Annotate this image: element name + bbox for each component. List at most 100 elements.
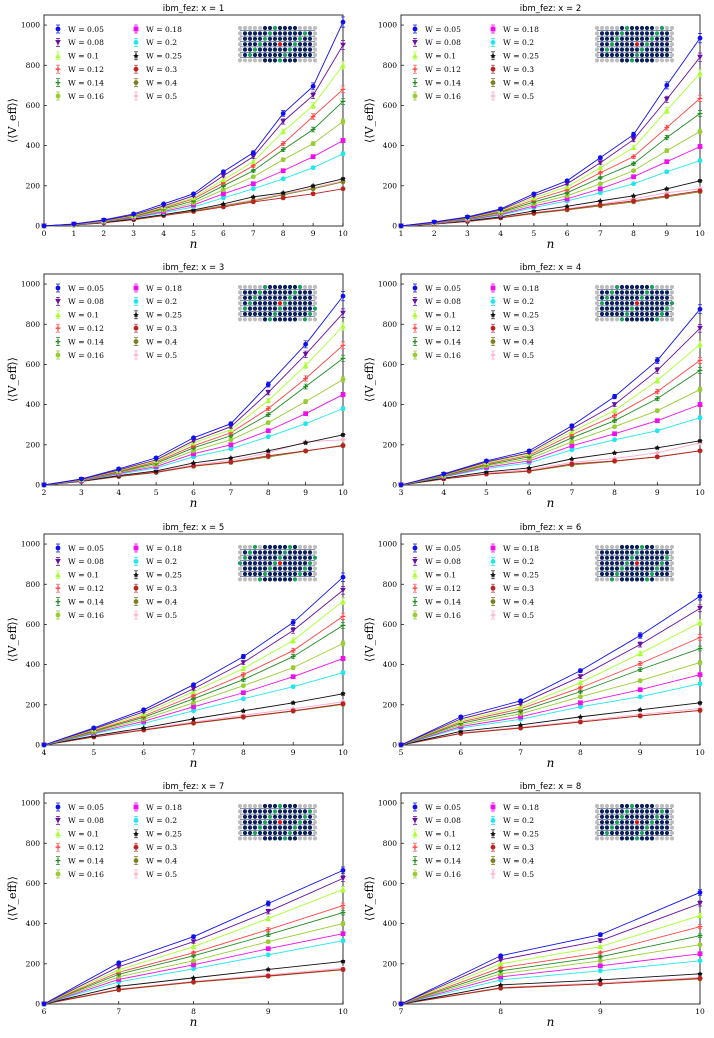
lattice-node: [604, 290, 610, 295]
legend-label: W = 0.1: [425, 830, 456, 839]
lattice-node: [292, 820, 298, 825]
lattice-node: [292, 814, 298, 819]
lattice-node: [659, 31, 665, 36]
lattice-node: [292, 803, 298, 809]
data-point: [302, 362, 309, 368]
x-axis-label: n: [190, 496, 198, 510]
data-point: [578, 694, 583, 700]
lattice-node: [242, 301, 248, 306]
lattice-node: [287, 803, 293, 809]
lattice-node: [634, 295, 640, 300]
lattice-node: [292, 25, 298, 31]
lattice-node: [629, 561, 635, 566]
data-point: [630, 144, 637, 151]
legend-label: W = 0.4: [146, 78, 177, 87]
y-axis-label: ⟨⟨V_eff⟩⟩: [363, 98, 376, 143]
legend-marker: [55, 858, 61, 863]
lattice-node: [659, 25, 665, 31]
lattice-node: [267, 52, 273, 58]
legend-marker: [55, 66, 61, 72]
data-point: [310, 182, 316, 189]
data-point: [531, 191, 537, 197]
lattice-node: [287, 284, 293, 290]
lattice-node: [262, 306, 268, 311]
data-point: [697, 681, 703, 687]
x-tick-label: 7: [191, 748, 196, 757]
lattice-node: [297, 550, 303, 555]
data-point: [697, 111, 703, 116]
lattice-node: [624, 577, 630, 582]
lattice-node: [312, 317, 318, 322]
lattice-node: [307, 290, 313, 295]
legend-marker: [412, 339, 418, 344]
lattice-node: [659, 809, 665, 814]
lattice-node: [242, 284, 248, 290]
x-tick-label: 5: [91, 748, 96, 757]
lattice-node: [659, 571, 665, 577]
legend-label: W = 0.05: [425, 803, 461, 812]
legend-label: W = 0.1: [68, 52, 99, 61]
data-point: [310, 127, 316, 132]
data-point: [340, 613, 346, 619]
data-point: [41, 223, 47, 229]
lattice-node: [619, 284, 625, 290]
lattice-node: [292, 809, 298, 814]
data-point: [340, 310, 346, 316]
lattice-node: [297, 566, 303, 571]
legend-label: W = 0.2: [146, 297, 177, 306]
lattice-node: [277, 31, 283, 36]
legend-label: W = 0.14: [425, 78, 461, 87]
lattice-node: [287, 42, 293, 47]
lattice-node: [659, 36, 665, 41]
data-point: [569, 461, 575, 467]
lattice-node: [312, 825, 318, 830]
data-point: [518, 698, 523, 704]
lattice-node: [649, 561, 655, 566]
lattice-node: [262, 284, 268, 290]
lattice-node: [267, 290, 273, 295]
data-point: [340, 623, 346, 628]
lattice-node: [669, 555, 675, 560]
data-point: [484, 458, 489, 464]
series-line: [400, 702, 701, 746]
legend-marker: [133, 559, 139, 564]
lattice-node: [629, 284, 635, 290]
data-point: [115, 967, 122, 973]
lattice-node: [247, 577, 253, 582]
data-point: [697, 387, 703, 392]
lattice-node: [247, 561, 253, 566]
x-tick-label: 4: [42, 748, 47, 757]
y-tick-label: 400: [383, 919, 398, 928]
data-point: [697, 129, 703, 134]
data-point: [569, 428, 575, 435]
lattice-node: [307, 820, 313, 825]
data-point: [664, 169, 670, 175]
lattice-node: [624, 555, 630, 560]
lattice-node: [282, 836, 288, 841]
device-lattice-image: [594, 544, 675, 582]
lattice-node: [257, 550, 263, 555]
lattice-node: [594, 317, 600, 322]
lattice-node: [252, 58, 258, 63]
lattice-node: [614, 52, 620, 58]
lattice-node: [594, 571, 600, 577]
legend-label: W = 0.3: [146, 65, 177, 74]
data-point: [191, 451, 196, 457]
lattice-node: [629, 836, 635, 841]
data-point: [340, 437, 346, 443]
lattice-node: [267, 31, 273, 36]
lattice-node: [297, 31, 303, 36]
lattice-node: [604, 809, 610, 814]
lattice-node: [664, 301, 670, 306]
legend-marker: [412, 612, 418, 618]
lattice-node: [614, 809, 620, 814]
y-axis-label: ⟨⟨V_eff⟩⟩: [6, 357, 19, 402]
y-tick-label: 600: [383, 101, 398, 110]
lattice-node: [599, 825, 605, 830]
legend-marker: [55, 299, 61, 305]
subplot-title: ibm_fez: x = 6: [520, 523, 582, 533]
data-point: [191, 700, 196, 706]
lattice-node: [644, 58, 650, 63]
lattice-node: [649, 571, 655, 577]
